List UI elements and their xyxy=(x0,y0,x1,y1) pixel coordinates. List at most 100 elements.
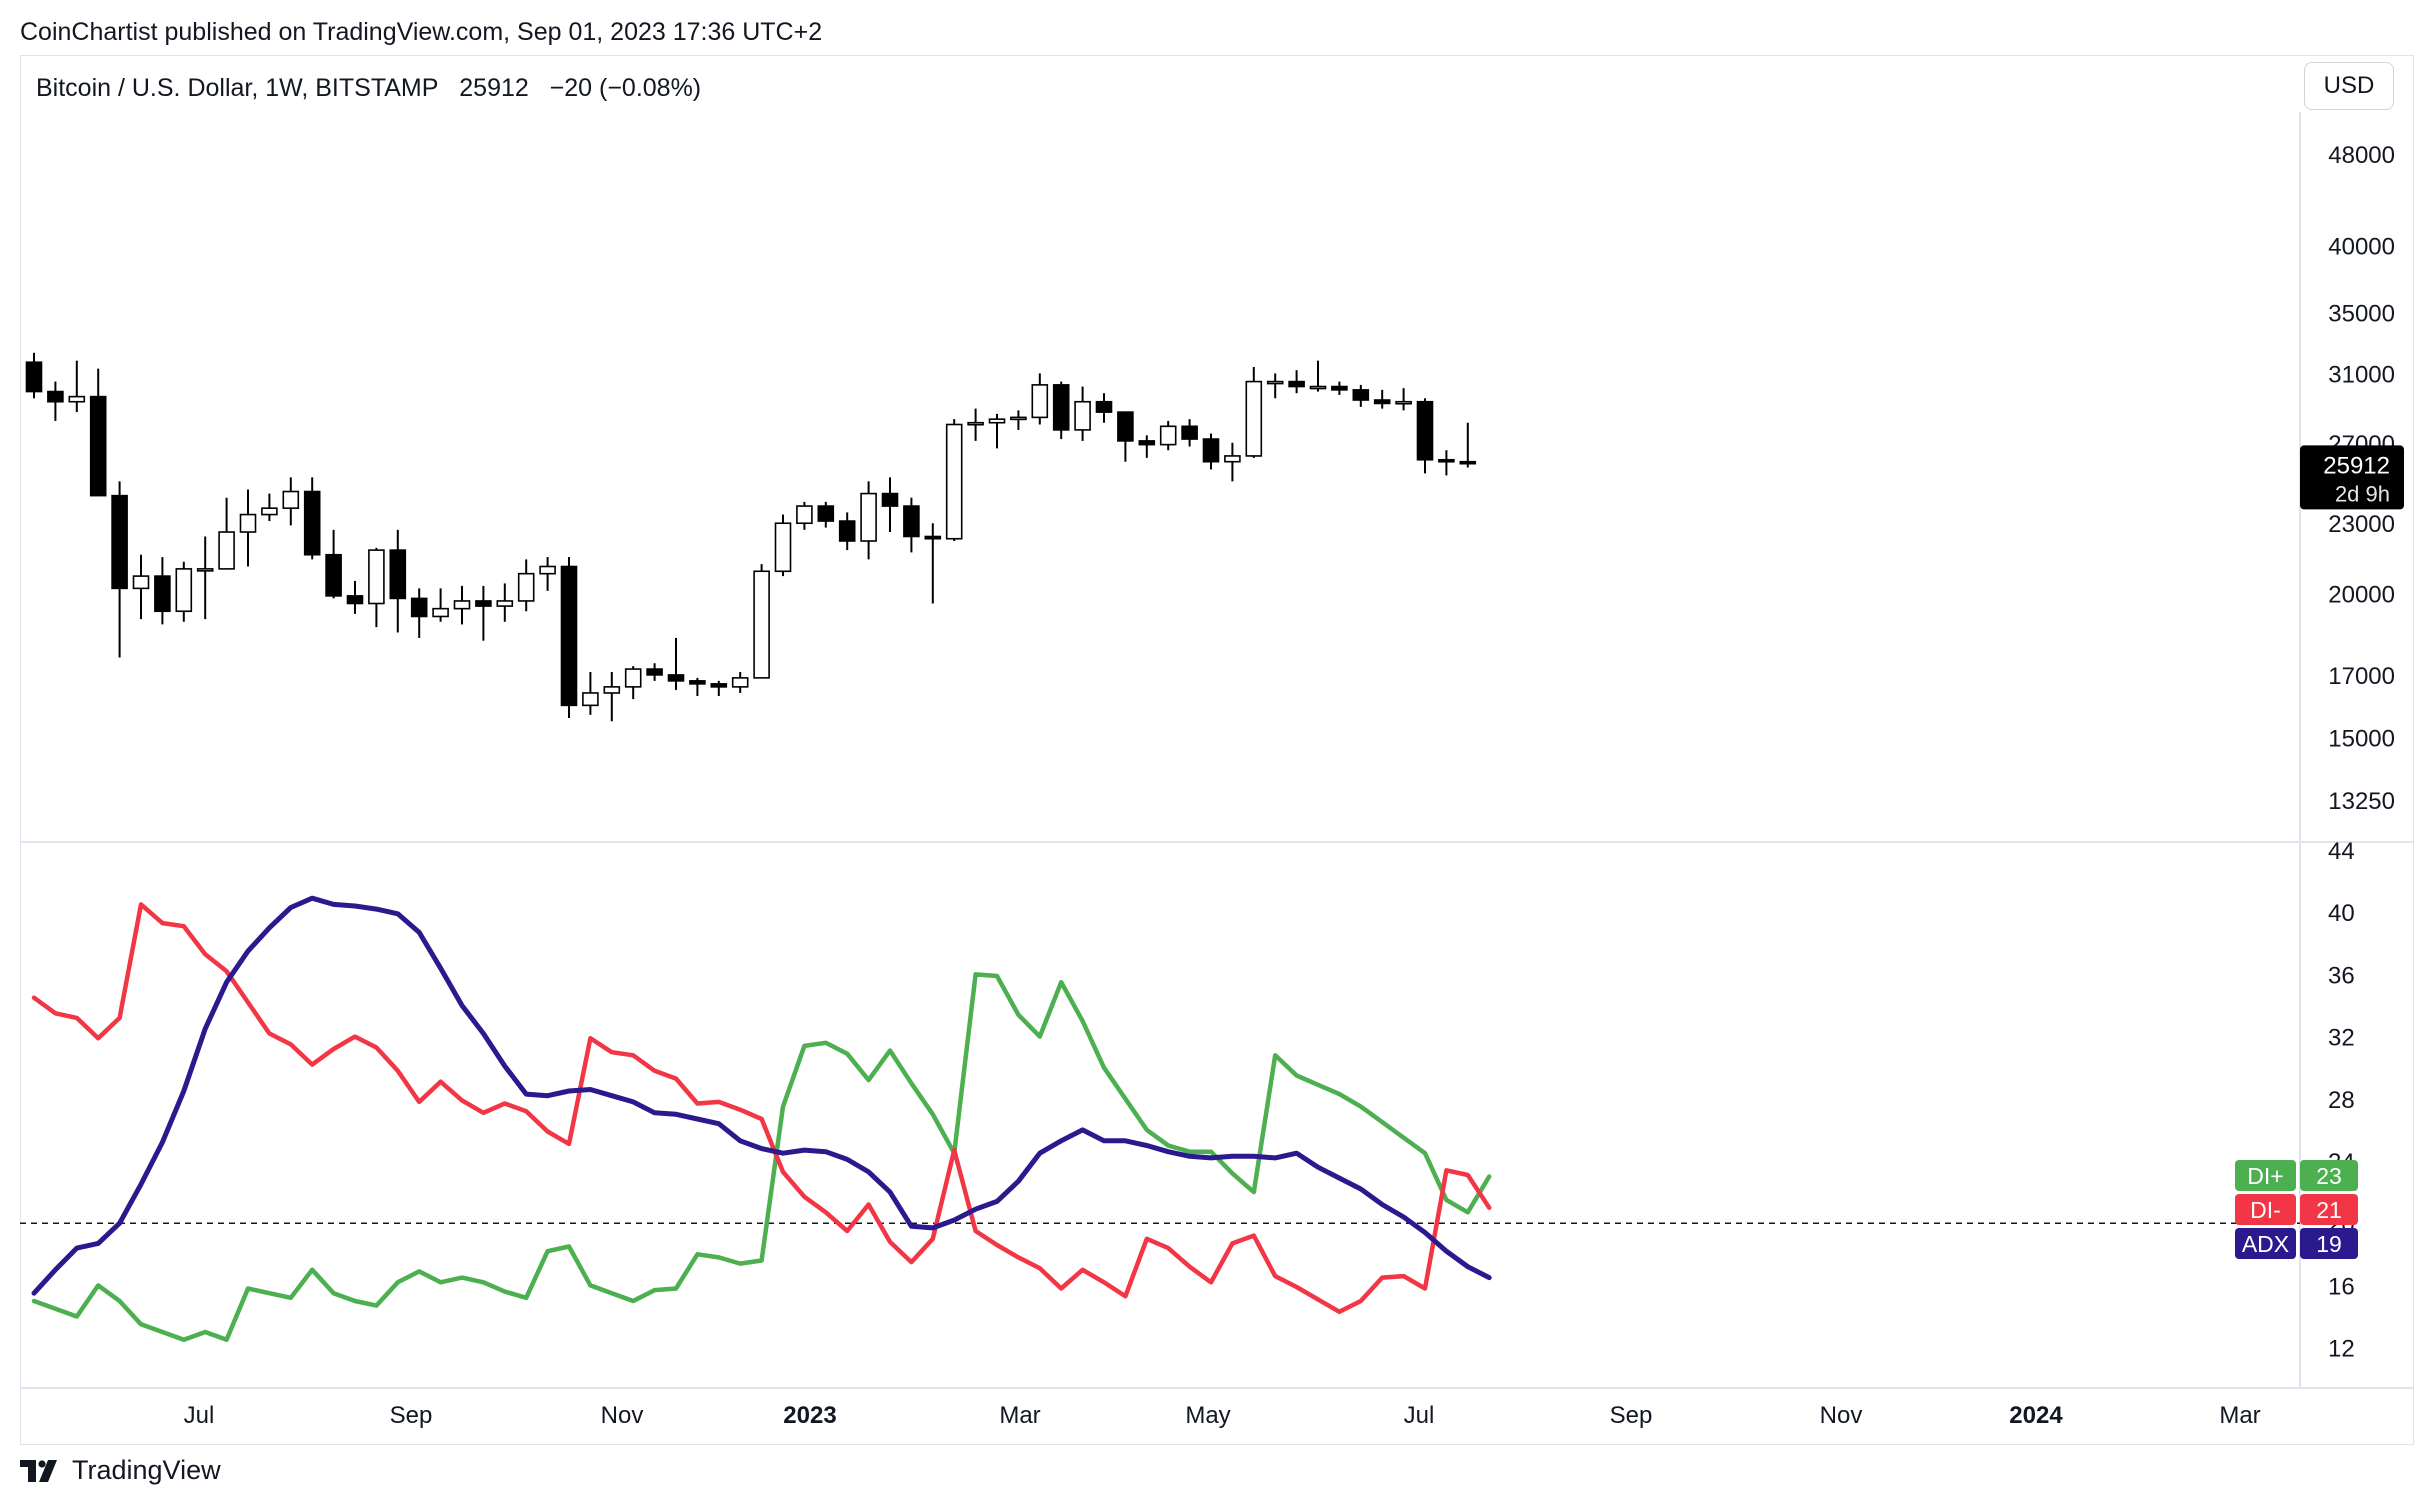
candle-body-down xyxy=(1331,385,1348,391)
candles-group xyxy=(25,352,1477,722)
candle-body-down xyxy=(1459,460,1477,465)
indicator-tick-label: 12 xyxy=(2328,1336,2355,1363)
currency-button[interactable]: USD xyxy=(2304,62,2394,110)
candle-body-up xyxy=(1309,385,1327,390)
price-badge-value: 25912 xyxy=(2323,452,2390,479)
indicator-tick-label: 28 xyxy=(2328,1087,2355,1114)
candle-body-up xyxy=(1266,380,1284,385)
candle-body-up xyxy=(432,607,449,618)
indicator-badge-label-bg xyxy=(2235,1160,2296,1191)
candle-body-down xyxy=(1352,389,1370,401)
indicator-tick-label: 44 xyxy=(2328,838,2355,865)
indicator-badge-value-bg xyxy=(2300,1194,2358,1225)
indicator-badge-value: 21 xyxy=(2316,1197,2342,1223)
time-tick-label: Nov xyxy=(601,1402,644,1429)
price-tick-label: 48000 xyxy=(2328,142,2395,169)
time-tick-label: Sep xyxy=(390,1402,433,1429)
indicator-badge-value-bg xyxy=(2300,1228,2358,1259)
candle-body-down xyxy=(924,535,942,540)
tradingview-brand: TradingView xyxy=(72,1455,221,1485)
time-tick-label: Nov xyxy=(1820,1402,1863,1429)
candle-body-up xyxy=(132,575,150,590)
candle-body-down xyxy=(389,549,407,600)
tradingview-logo[interactable]: TradingView xyxy=(20,1455,221,1486)
candle-body-down xyxy=(89,395,107,497)
symbol-change: −20 (−0.08%) xyxy=(549,74,702,102)
candle-body-up xyxy=(796,505,813,525)
price-tick-label: 17000 xyxy=(2328,663,2395,690)
candle-body-down xyxy=(689,680,706,685)
indicator-tick-label: 16 xyxy=(2328,1273,2355,1300)
candle-body-down xyxy=(475,600,492,607)
indicator-tick-label: 32 xyxy=(2328,1025,2355,1052)
candle-body-up xyxy=(517,572,535,602)
price-tick-label: 15000 xyxy=(2328,726,2395,753)
price-tick-label: 31000 xyxy=(2328,361,2395,388)
candle-body-down xyxy=(25,361,43,393)
candle-body-up xyxy=(624,668,642,688)
time-tick-label: May xyxy=(1185,1402,1230,1429)
time-tick-label: 2023 xyxy=(783,1402,836,1429)
indicator-axis: 444036322824201612 xyxy=(2328,838,2355,1363)
candle-body-up xyxy=(1074,400,1091,431)
candle-body-up xyxy=(967,421,984,426)
candle-body-down xyxy=(1202,438,1220,463)
candle-body-up xyxy=(603,686,621,694)
time-tick-label: Jul xyxy=(184,1402,215,1429)
indicator-badge-label: ADX xyxy=(2242,1231,2289,1257)
candle-body-up xyxy=(582,692,599,707)
candle-body-down xyxy=(303,490,321,556)
candle-body-down xyxy=(1288,380,1305,388)
published-caption: CoinChartist published on TradingView.co… xyxy=(20,18,823,46)
candle-body-up xyxy=(218,531,235,570)
candle-body-down xyxy=(1181,425,1198,440)
candle-body-down xyxy=(1052,384,1070,431)
indicator-badge-value-bg xyxy=(2300,1160,2358,1191)
indicator-badge-value: 23 xyxy=(2316,1163,2342,1189)
candle-body-down xyxy=(1416,400,1434,461)
price-tick-label: 35000 xyxy=(2328,301,2395,328)
candle-body-up xyxy=(1159,425,1177,446)
candle-body-up xyxy=(1224,455,1241,463)
candle-body-up xyxy=(1245,380,1263,457)
candle-body-up xyxy=(945,423,963,540)
candle-body-down xyxy=(646,668,663,676)
candle-body-up xyxy=(239,513,257,533)
candle-body-up xyxy=(1031,384,1049,419)
candle-body-up xyxy=(368,549,385,605)
candle-body-up xyxy=(539,565,556,575)
candle-body-down xyxy=(47,390,64,403)
symbol-description: Bitcoin / U.S. Dollar, 1W, BITSTAMP xyxy=(36,74,439,102)
price-axis: 4800040000350003100027000230002000017000… xyxy=(2328,142,2395,815)
candle-body-down xyxy=(325,553,342,597)
candle-body-up xyxy=(175,568,193,613)
chart-frame xyxy=(20,55,2414,1445)
time-tick-label: Sep xyxy=(1610,1402,1653,1429)
candle-body-down xyxy=(1438,458,1455,463)
candle-body-down xyxy=(881,492,899,507)
series-line-adx xyxy=(31,895,1492,1296)
candle-body-up xyxy=(453,600,471,610)
candle-body-down xyxy=(154,575,171,613)
indicator-badge-label-bg xyxy=(2235,1228,2296,1259)
series-line-di xyxy=(31,972,1492,1343)
candle-body-up xyxy=(68,395,86,403)
candle-body-down xyxy=(560,565,578,707)
time-axis: Jul Sep Nov 2023 Mar May Jul Sep Nov 2024 Mar xyxy=(184,1402,2261,1429)
price-tick-label: 20000 xyxy=(2328,581,2395,608)
price-tick-label: 13250 xyxy=(2328,788,2395,815)
candle-body-down xyxy=(111,494,128,590)
indicator-lines xyxy=(31,895,1492,1343)
indicator-badge-label: DI+ xyxy=(2247,1163,2283,1189)
indicator-tick-label: 36 xyxy=(2328,962,2355,989)
candle-body-up xyxy=(1010,416,1027,421)
candle-body-up xyxy=(860,492,877,542)
candle-body-up xyxy=(988,418,1006,424)
price-badge-countdown: 2d 9h xyxy=(2335,481,2390,506)
candle-body-up xyxy=(261,507,278,516)
price-tick-label: 23000 xyxy=(2328,511,2395,538)
candle-body-up xyxy=(282,490,300,509)
candle-body-down xyxy=(838,520,856,542)
candle-body-down xyxy=(817,505,835,522)
